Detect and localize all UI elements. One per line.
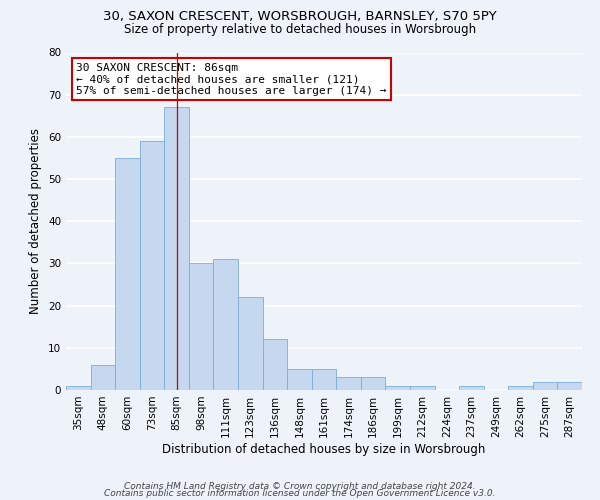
Text: 30, SAXON CRESCENT, WORSBROUGH, BARNSLEY, S70 5PY: 30, SAXON CRESCENT, WORSBROUGH, BARNSLEY… — [103, 10, 497, 23]
Bar — [557, 382, 582, 390]
Bar — [361, 378, 385, 390]
Bar — [410, 386, 434, 390]
Text: Contains public sector information licensed under the Open Government Licence v3: Contains public sector information licen… — [104, 489, 496, 498]
X-axis label: Distribution of detached houses by size in Worsbrough: Distribution of detached houses by size … — [163, 442, 485, 456]
Text: 30 SAXON CRESCENT: 86sqm
← 40% of detached houses are smaller (121)
57% of semi-: 30 SAXON CRESCENT: 86sqm ← 40% of detach… — [76, 62, 387, 96]
Bar — [287, 369, 312, 390]
Bar — [164, 108, 189, 390]
Bar — [66, 386, 91, 390]
Bar — [214, 259, 238, 390]
Bar — [385, 386, 410, 390]
Y-axis label: Number of detached properties: Number of detached properties — [29, 128, 43, 314]
Bar — [312, 369, 336, 390]
Bar — [459, 386, 484, 390]
Bar — [238, 297, 263, 390]
Bar — [115, 158, 140, 390]
Text: Size of property relative to detached houses in Worsbrough: Size of property relative to detached ho… — [124, 22, 476, 36]
Bar — [189, 264, 214, 390]
Bar — [533, 382, 557, 390]
Bar — [508, 386, 533, 390]
Text: Contains HM Land Registry data © Crown copyright and database right 2024.: Contains HM Land Registry data © Crown c… — [124, 482, 476, 491]
Bar — [91, 364, 115, 390]
Bar — [140, 141, 164, 390]
Bar — [336, 378, 361, 390]
Bar — [263, 340, 287, 390]
